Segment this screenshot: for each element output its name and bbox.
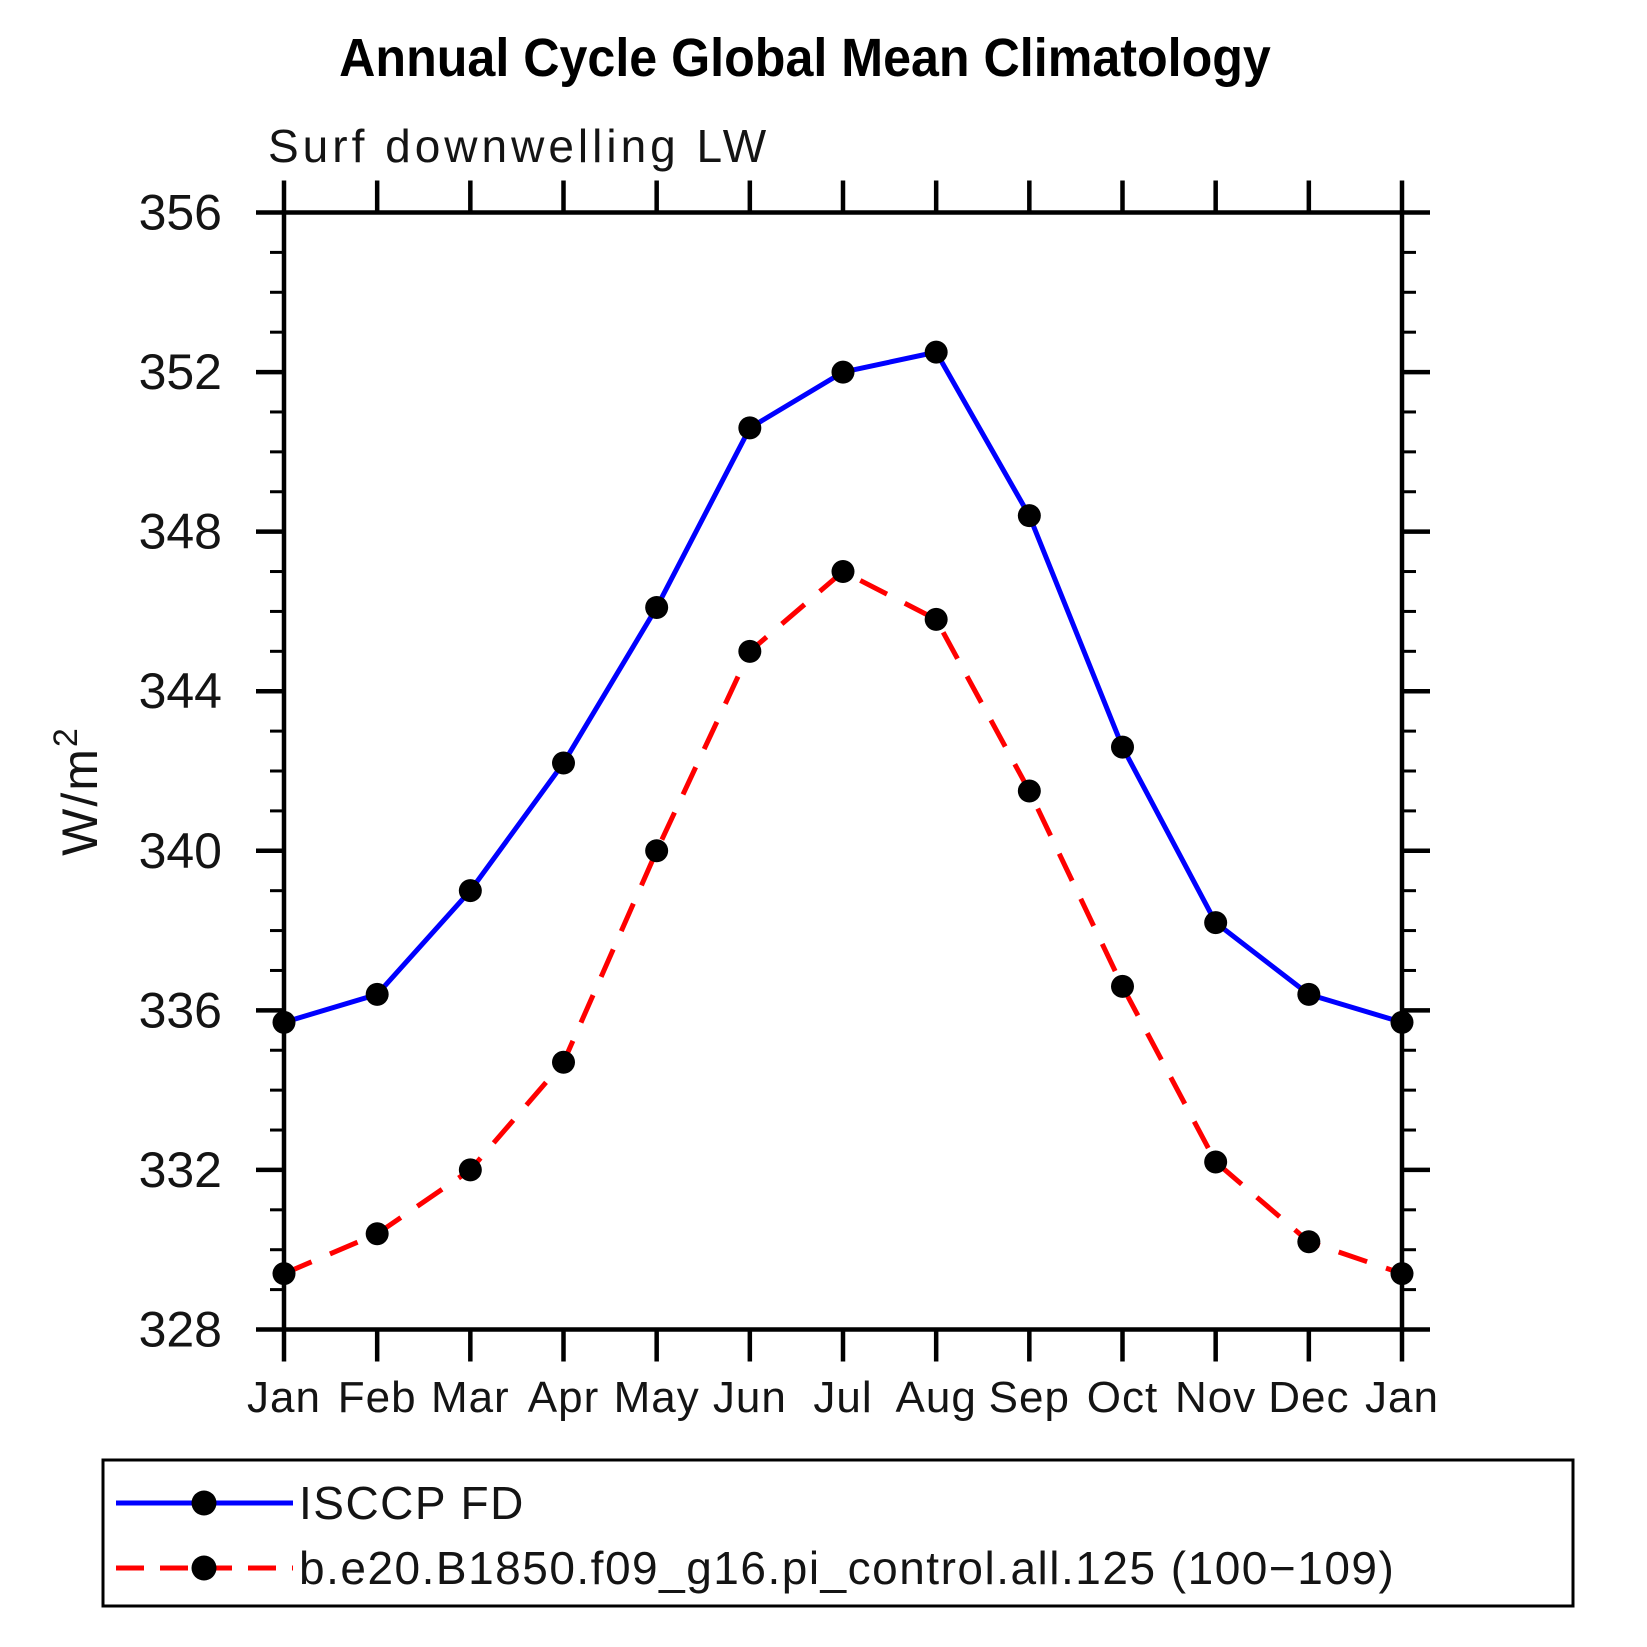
x-tick-label: Apr [528, 1373, 599, 1422]
data-point [738, 639, 762, 663]
data-point [924, 340, 948, 364]
legend: ISCCP FD b.e20.B1850.f09_g16.pi_control.a… [101, 1458, 1575, 1608]
y-tick-label: 340 [139, 823, 222, 879]
x-tick-label: Jun [713, 1373, 787, 1422]
legend-swatch-marker [191, 1490, 217, 1516]
data-point [1297, 1230, 1321, 1254]
data-point [458, 1158, 482, 1182]
data-point [1111, 735, 1134, 759]
data-point [552, 1050, 575, 1074]
legend-box [101, 1458, 1575, 1608]
legend-item-1: b.e20.B1850.f09_g16.pi_control.all.125 (… [116, 1542, 1395, 1594]
data-point [272, 1262, 296, 1286]
x-tick-label: Dec [1268, 1373, 1349, 1422]
legend-label: b.e20.B1850.f09_g16.pi_control.all.125 (… [299, 1542, 1395, 1594]
plot-axes [256, 180, 1430, 1362]
y-tick-label: 356 [139, 185, 222, 241]
x-tick-label: Nov [1175, 1373, 1256, 1422]
data-point [1390, 1262, 1414, 1286]
y-tick-label: 332 [139, 1142, 222, 1198]
data-point [738, 416, 762, 440]
data-series [272, 340, 1414, 1286]
data-point [552, 751, 575, 775]
series-line-1 [283, 568, 1403, 1277]
y-tick-label: 328 [139, 1302, 222, 1358]
x-tick-label: Jul [813, 1373, 872, 1422]
chart-title: Annual Cycle Global Mean Climatology [339, 28, 1271, 88]
data-point [645, 839, 669, 863]
chart-subtitle: Surf downwelling LW [268, 120, 770, 172]
data-point [365, 1222, 389, 1246]
series-line-0 [283, 349, 1403, 1025]
y-tick-label: 352 [139, 344, 222, 400]
data-point [1017, 779, 1041, 803]
y-tick-label: 344 [139, 663, 222, 719]
data-point [272, 1010, 296, 1034]
y-tick-label: 336 [139, 982, 222, 1038]
data-point [1297, 982, 1321, 1006]
x-tick-label: Jan [1365, 1373, 1439, 1422]
x-tick-label: Jan [247, 1373, 321, 1422]
data-point [1017, 504, 1041, 528]
legend-label: ISCCP FD [299, 1477, 525, 1529]
x-tick-label: Mar [431, 1373, 510, 1422]
x-tick-label: Oct [1087, 1373, 1158, 1422]
series-markers-0 [272, 340, 1414, 1034]
y-axis-label-text: W/m2 [47, 726, 108, 856]
data-point [1111, 974, 1134, 998]
y-tick-label: 348 [139, 504, 222, 560]
legend-item-0: ISCCP FD [116, 1477, 525, 1529]
x-tick-label: Sep [989, 1373, 1070, 1422]
data-point [1390, 1010, 1414, 1034]
data-point [1204, 911, 1228, 935]
x-tick-label: Aug [896, 1373, 977, 1422]
y-axis-label: W/m2 [47, 726, 108, 856]
series-markers-1 [272, 560, 1414, 1286]
x-tick-labels: Jan Feb Mar Apr May Jun Jul Aug Sep Oct Nov Dec Jan [247, 1373, 1439, 1422]
x-tick-label: Feb [338, 1373, 417, 1422]
data-point [365, 982, 389, 1006]
data-point [645, 595, 669, 619]
legend-swatch-marker [191, 1555, 217, 1581]
x-tick-label: May [614, 1373, 700, 1422]
data-point [924, 607, 948, 631]
data-point [831, 360, 855, 384]
data-point [1204, 1150, 1228, 1174]
data-point [458, 879, 482, 903]
data-point [831, 560, 855, 584]
y-tick-labels: 328 332 336 340 344 348 352 356 [139, 185, 222, 1358]
